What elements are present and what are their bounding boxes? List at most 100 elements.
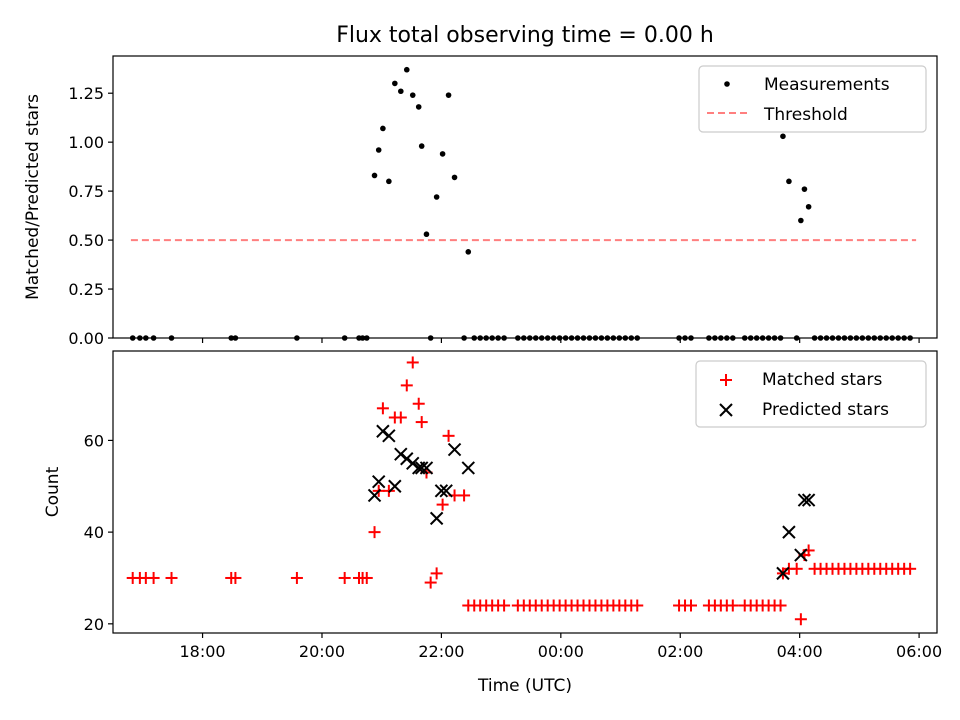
bottom-y-axis-label: Count <box>43 466 63 517</box>
top-panel: Flux total observing time = 0.00 h Match… <box>23 23 938 348</box>
measurement-point <box>398 88 404 95</box>
cross-b <box>414 461 429 475</box>
y-tick-label: 0.50 <box>68 231 104 250</box>
matched-star-point <box>400 379 413 392</box>
matched-star-point <box>794 613 807 626</box>
measurement-point <box>380 125 386 132</box>
cross-b <box>776 566 790 581</box>
measurement-point <box>445 92 452 98</box>
cross-b <box>439 484 453 498</box>
matched-star-point <box>684 599 697 612</box>
measurement-point <box>409 92 416 98</box>
matched-star-point <box>406 356 419 369</box>
y-tick-label: 1.00 <box>68 133 104 152</box>
top-y-axis-label: Matched/Predicted stars <box>23 94 43 300</box>
measurement-point <box>392 80 398 87</box>
measurement-point <box>386 178 392 185</box>
predicted-star-point <box>419 461 434 475</box>
bottom-legend: Matched stars Predicted stars <box>695 360 927 428</box>
matched-star-point <box>376 402 389 415</box>
cross-b <box>419 461 434 475</box>
predicted-star-point <box>801 493 816 507</box>
predicted-star-point <box>439 484 453 498</box>
predicted-star-point <box>797 493 812 507</box>
matched-star-point <box>442 429 455 442</box>
legend-measurements-label: Measurements <box>764 75 890 95</box>
y-tick-label: 40 <box>84 523 104 542</box>
predicted-star-point <box>776 566 790 581</box>
cross-b <box>434 484 449 498</box>
bottom-x-axis-label: Time (UTC) <box>477 676 572 696</box>
top-y-ticks: 0.00 0.25 0.50 0.75 1.00 1.25 <box>68 84 113 348</box>
y-tick-label: 1.25 <box>68 84 104 103</box>
matched-star-point <box>424 576 437 589</box>
top-legend: Measurements Threshold <box>698 65 927 133</box>
top-axes-frame <box>112 55 938 339</box>
matched-star-point <box>631 599 644 612</box>
cross-b <box>782 525 796 539</box>
measurement-point <box>415 104 422 110</box>
predicted-star-point <box>372 474 386 489</box>
predicted-star-point <box>447 442 462 457</box>
cross-b <box>372 474 386 489</box>
matched-star-point <box>415 416 428 429</box>
matched-star-point <box>338 571 351 584</box>
measurement-point <box>375 147 382 153</box>
top-legend-box <box>698 65 927 133</box>
measurement-point <box>451 174 458 181</box>
matched-star-point <box>147 571 160 584</box>
legend-predicted-label: Predicted stars <box>762 400 889 420</box>
x-tick-label: 06:00 <box>896 642 942 661</box>
predicted-star-point <box>782 525 796 539</box>
matched-star-point <box>498 599 511 612</box>
matched-star-point <box>229 571 242 584</box>
matched-star-point <box>726 599 739 612</box>
measurement-point <box>786 178 792 185</box>
cross-b <box>429 511 444 526</box>
measurement-point <box>801 186 808 192</box>
matched-star-point <box>436 498 449 511</box>
x-tick-label: 22:00 <box>418 642 464 661</box>
matched-star-point <box>394 411 407 424</box>
y-tick-label: 20 <box>84 615 104 634</box>
matched-star-point <box>774 599 787 612</box>
cross-b <box>447 442 462 457</box>
predicted-star-point <box>388 479 402 493</box>
cross-b <box>382 429 396 443</box>
x-tick-label: 20:00 <box>299 642 345 661</box>
matched-star-point <box>430 567 443 580</box>
predicted-star-point <box>367 488 382 503</box>
matched-star-point <box>368 526 381 539</box>
predicted-star-point <box>434 484 449 498</box>
bottom-axes-frame <box>112 350 938 634</box>
measurement-point <box>371 172 378 179</box>
predicted-star-point <box>382 429 396 443</box>
measurement-point <box>423 231 430 238</box>
bottom-x-ticks: 18:00 20:00 22:00 00:00 02:00 04:00 06:00 <box>180 633 942 661</box>
top-chart-title: Flux total observing time = 0.00 h <box>336 23 714 48</box>
matched-star-point <box>412 397 425 410</box>
bottom-y-ticks: 20 40 60 <box>84 431 113 634</box>
x-tick-label: 02:00 <box>657 642 703 661</box>
cross-b <box>794 548 808 562</box>
measurement-point <box>439 151 446 157</box>
y-tick-label: 60 <box>84 431 104 450</box>
predicted-star-point <box>461 461 475 475</box>
cross-b <box>801 493 816 507</box>
bottom-legend-box <box>695 360 927 428</box>
y-tick-label: 0.00 <box>68 329 104 348</box>
matched-star-point <box>904 562 917 575</box>
measurement-point <box>805 203 812 210</box>
x-tick-label: 00:00 <box>538 642 584 661</box>
matched-star-point <box>458 489 471 502</box>
measurement-point <box>418 143 425 149</box>
measurement-point <box>465 249 472 255</box>
measurement-point <box>798 217 804 224</box>
legend-threshold-label: Threshold <box>763 105 848 125</box>
cross-b <box>367 488 382 503</box>
bottom-data-marks <box>126 356 917 626</box>
matched-star-point <box>360 571 373 584</box>
measurement-point <box>403 66 410 73</box>
measurement-point <box>433 194 440 200</box>
